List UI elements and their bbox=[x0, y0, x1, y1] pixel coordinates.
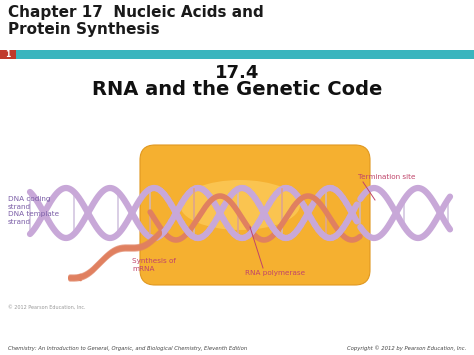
Text: DNA template
strand: DNA template strand bbox=[8, 211, 59, 225]
FancyBboxPatch shape bbox=[0, 50, 16, 59]
Text: RNA and the Genetic Code: RNA and the Genetic Code bbox=[92, 80, 382, 99]
Text: 1: 1 bbox=[5, 50, 10, 59]
Text: 17.4: 17.4 bbox=[215, 64, 259, 82]
Text: Termination site: Termination site bbox=[358, 174, 416, 180]
Text: © 2012 Pearson Education, Inc.: © 2012 Pearson Education, Inc. bbox=[8, 305, 85, 310]
Ellipse shape bbox=[180, 180, 300, 230]
Text: Chapter 17  Nucleic Acids and: Chapter 17 Nucleic Acids and bbox=[8, 5, 264, 20]
Text: Synthesis of
mRNA: Synthesis of mRNA bbox=[132, 258, 176, 272]
Text: Chemistry: An Introduction to General, Organic, and Biological Chemistry, Eleven: Chemistry: An Introduction to General, O… bbox=[8, 346, 247, 351]
Text: Protein Synthesis: Protein Synthesis bbox=[8, 22, 160, 37]
FancyBboxPatch shape bbox=[0, 50, 474, 59]
Text: Copyright © 2012 by Pearson Education, Inc.: Copyright © 2012 by Pearson Education, I… bbox=[347, 345, 466, 351]
FancyBboxPatch shape bbox=[140, 145, 370, 285]
Text: RNA polymerase: RNA polymerase bbox=[245, 270, 305, 276]
Text: DNA coding
strand: DNA coding strand bbox=[8, 196, 51, 210]
